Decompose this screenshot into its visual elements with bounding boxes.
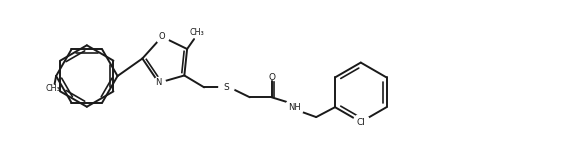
Text: CH₃: CH₃ <box>190 28 204 37</box>
Text: Cl: Cl <box>356 118 365 127</box>
Text: O: O <box>159 32 165 41</box>
Text: N: N <box>155 78 162 87</box>
Text: O: O <box>268 73 275 82</box>
Text: CH₃: CH₃ <box>46 84 61 93</box>
Text: NH: NH <box>288 103 301 112</box>
Text: S: S <box>223 83 229 92</box>
